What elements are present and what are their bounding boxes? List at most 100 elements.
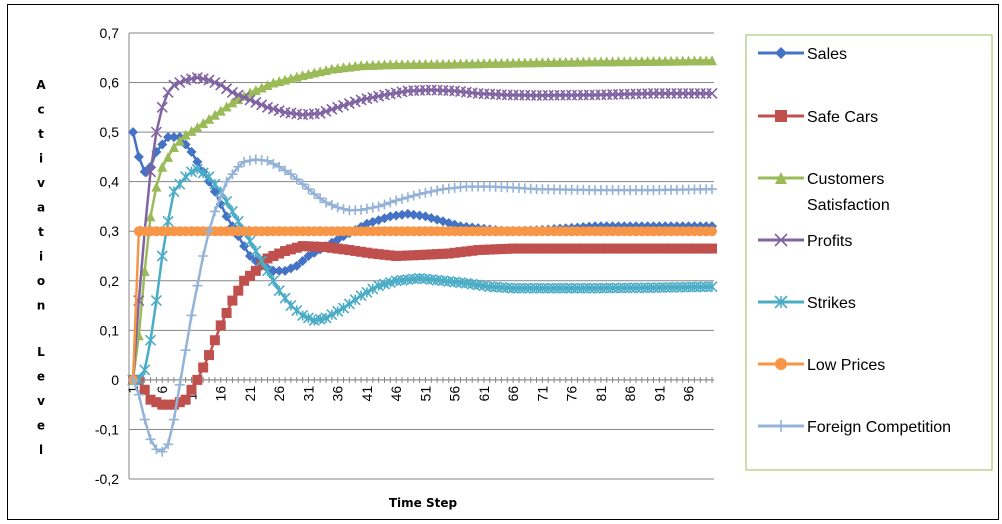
data-point: [232, 215, 244, 227]
data-point: [426, 249, 437, 260]
data-point: [326, 199, 337, 210]
data-point: [291, 174, 302, 185]
data-point: [320, 312, 332, 324]
data-point: [774, 295, 788, 309]
data-point: [461, 246, 472, 257]
data-point: [502, 243, 513, 254]
y-axis-title-letter: t: [38, 225, 44, 239]
data-point: [280, 165, 291, 176]
data-point: [144, 166, 157, 178]
data-point: [163, 132, 174, 143]
data-point: [402, 250, 413, 261]
x-tick-label: 71: [534, 386, 550, 402]
data-point: [145, 211, 156, 222]
data-point: [706, 87, 718, 100]
data-point: [250, 96, 262, 108]
data-point: [525, 243, 536, 254]
data-point: [775, 420, 787, 432]
data-point: [367, 202, 378, 213]
y-tick-label: 0,7: [100, 25, 120, 41]
data-point: [326, 103, 338, 115]
data-point: [414, 210, 425, 221]
series-group: [127, 55, 718, 457]
data-point: [326, 309, 338, 321]
data-point: [332, 243, 343, 254]
y-axis-title-letter: A: [36, 78, 46, 92]
data-point: [209, 76, 221, 89]
data-point: [367, 283, 379, 295]
data-point: [204, 113, 215, 124]
data-point: [420, 249, 431, 260]
series-foreign-competition: [128, 154, 717, 457]
legend-label: Profits: [807, 233, 852, 250]
data-point: [262, 155, 273, 166]
legend-item: Safe Cars: [758, 109, 878, 126]
data-point: [408, 250, 419, 261]
data-point: [707, 243, 717, 254]
y-tick-label: 0,3: [100, 223, 120, 239]
data-point: [198, 251, 209, 261]
data-point: [361, 286, 373, 298]
x-tick-label: 21: [242, 386, 258, 402]
data-point: [373, 201, 384, 212]
data-point: [332, 202, 343, 213]
data-point: [274, 161, 285, 172]
data-point: [449, 247, 460, 258]
data-point: [209, 206, 220, 217]
x-tick-label: 66: [505, 386, 521, 402]
data-point: [356, 246, 367, 257]
x-tick-label: 91: [651, 386, 667, 402]
data-point: [267, 275, 279, 287]
data-point: [168, 141, 179, 152]
data-point: [163, 399, 174, 410]
legend-item: Low Prices: [758, 357, 885, 374]
data-point: [420, 187, 431, 198]
legend-label: Strikes: [807, 295, 856, 312]
data-point: [367, 248, 378, 259]
y-axis-title-letter: a: [37, 201, 45, 215]
data-point: [508, 243, 519, 254]
data-point: [150, 126, 162, 138]
data-point: [408, 209, 419, 220]
data-point: [162, 86, 174, 99]
data-point: [221, 176, 232, 187]
data-point: [156, 101, 168, 113]
y-tick-label: -0,2: [95, 471, 119, 487]
data-point: [566, 243, 577, 254]
y-axis-title-letter: t: [38, 127, 44, 141]
data-point: [157, 139, 168, 150]
data-point: [215, 105, 226, 116]
data-point: [226, 86, 238, 99]
data-point: [636, 243, 647, 254]
data-point: [168, 414, 179, 425]
data-point: [180, 345, 191, 356]
data-point: [379, 249, 390, 260]
data-point: [128, 127, 138, 138]
data-point: [315, 193, 326, 204]
data-point: [707, 55, 717, 66]
data-point: [391, 210, 402, 221]
data-point: [473, 245, 484, 256]
data-point: [198, 118, 209, 129]
data-point: [397, 250, 408, 261]
data-point: [707, 226, 717, 237]
data-point: [192, 280, 203, 291]
data-point: [625, 243, 636, 254]
data-point: [595, 243, 606, 254]
data-point: [157, 399, 168, 410]
data-point: [519, 243, 530, 254]
legend: Sales Safe Cars Customers Satisfaction Profi…: [745, 34, 993, 471]
data-point: [303, 184, 314, 195]
data-point: [706, 281, 718, 293]
data-point: [385, 211, 396, 222]
data-point: [268, 251, 279, 261]
data-point: [227, 295, 238, 306]
data-point: [414, 189, 425, 200]
data-point: [151, 444, 162, 455]
x-tick-label: 86: [622, 386, 638, 402]
x-tick-label: 26: [271, 386, 287, 402]
data-point: [209, 335, 220, 346]
x-tick-label: 61: [476, 386, 492, 402]
data-point: [402, 208, 413, 219]
data-point: [174, 178, 186, 190]
